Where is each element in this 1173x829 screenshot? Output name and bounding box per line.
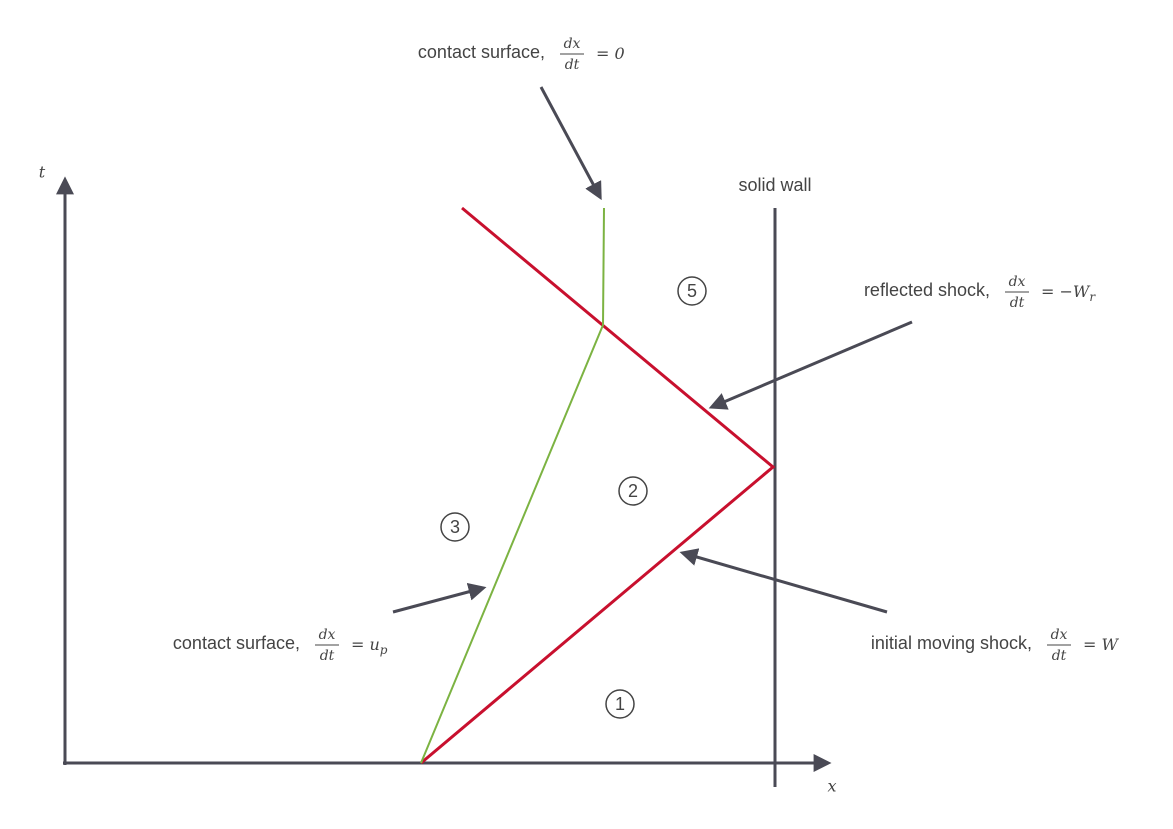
shock-path xyxy=(420,206,776,765)
t-label: t xyxy=(39,163,46,182)
rhs: = up xyxy=(351,635,388,657)
region-circle xyxy=(605,689,635,719)
wall-label: solid wall xyxy=(738,175,811,195)
region-label: 1 xyxy=(615,694,625,714)
region-label: 3 xyxy=(450,517,460,537)
label-text: reflected shock, xyxy=(864,280,990,300)
pointers xyxy=(392,86,913,614)
annotations: contact surface, dx dt = 0 reflected shock, d… xyxy=(173,36,1120,664)
frac-num: dx xyxy=(319,627,336,643)
region-circles xyxy=(440,276,707,719)
contact-path xyxy=(420,207,605,764)
pointer xyxy=(708,320,913,410)
rhs-sub: p xyxy=(380,643,388,657)
pointer xyxy=(392,583,487,614)
region-circle xyxy=(618,476,648,506)
x-label: x xyxy=(827,777,836,796)
rhs: = W xyxy=(1083,635,1119,654)
frac-den: dt xyxy=(1052,648,1067,664)
label-text: contact surface, xyxy=(418,42,545,62)
frac-den: dt xyxy=(1010,295,1025,311)
rhs-text: = u xyxy=(351,635,380,654)
axes: t x xyxy=(39,163,837,796)
region-circle xyxy=(440,512,470,542)
rhs: = 0 xyxy=(596,44,625,63)
label-text: initial moving shock, xyxy=(871,633,1032,653)
rhs: = −Wr xyxy=(1041,282,1096,304)
frac-num: dx xyxy=(1051,627,1068,643)
frac-num: dx xyxy=(564,36,581,52)
region-circle xyxy=(677,276,707,306)
rhs-text: = W xyxy=(1083,635,1119,654)
rhs-sub: r xyxy=(1089,290,1096,304)
region-label: 5 xyxy=(687,281,697,301)
rhs-text: = 0 xyxy=(596,44,625,63)
frac-num: dx xyxy=(1009,274,1026,290)
pointer xyxy=(679,548,888,614)
region-label: 2 xyxy=(628,481,638,501)
pointer xyxy=(539,86,602,201)
frac-den: dt xyxy=(320,648,335,664)
rhs-text: = −W xyxy=(1041,282,1091,301)
label-text: contact surface, xyxy=(173,633,300,653)
frac-den: dt xyxy=(565,57,580,73)
